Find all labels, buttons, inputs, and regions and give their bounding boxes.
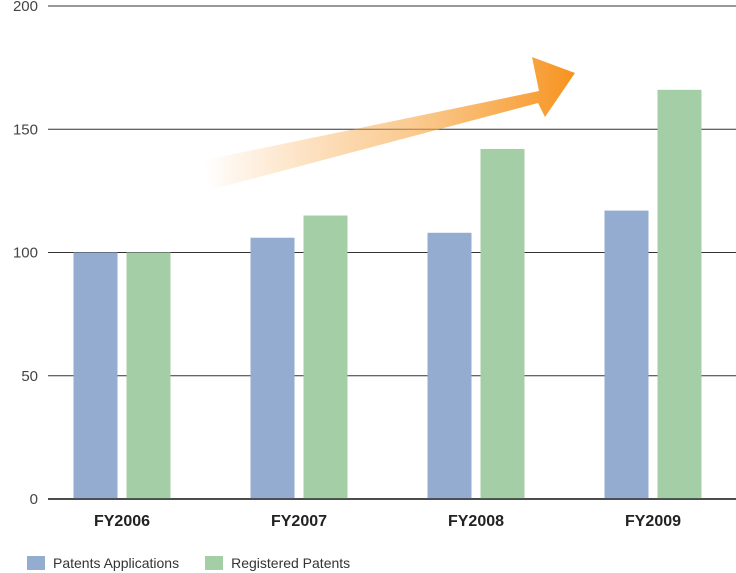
y-tick-label: 100 (13, 245, 38, 262)
bar-applications-fy2006 (73, 252, 118, 499)
legend-item-registered: Registered Patents (205, 555, 350, 571)
trend-arrow-icon (205, 57, 575, 190)
bar-registered-fy2009 (657, 89, 702, 499)
y-tick-label: 150 (13, 121, 38, 138)
x-tick-label: FY2008 (448, 513, 504, 530)
y-tick-label: 50 (21, 368, 38, 385)
x-tick-label: FY2007 (271, 513, 327, 530)
bar-registered-fy2006 (126, 252, 171, 499)
bar-applications-fy2008 (427, 232, 472, 499)
x-tick-label: FY2006 (94, 513, 150, 530)
bar-registered-fy2007 (303, 215, 348, 499)
legend-label-registered: Registered Patents (231, 555, 351, 571)
y-tick-label: 0 (30, 491, 38, 508)
x-axis-ticks: FY2006 FY2007 FY2008 FY2009 (48, 498, 736, 530)
legend-label-applications: Patents Applications (53, 555, 180, 571)
legend-swatch-applications (27, 556, 45, 570)
y-tick-label: 200 (13, 0, 38, 15)
legend: Patents Applications Registered Patents (27, 555, 376, 571)
bar-applications-fy2009 (604, 210, 649, 499)
bar-registered-fy2008 (480, 148, 525, 499)
legend-item-applications: Patents Applications (27, 555, 179, 571)
bar-applications-fy2007 (250, 237, 295, 499)
trend-arrow (205, 57, 575, 190)
bars (73, 89, 702, 499)
legend-swatch-registered (205, 556, 224, 570)
y-axis-ticks: 0 50 100 150 200 (13, 0, 38, 508)
x-tick-label: FY2009 (625, 513, 681, 530)
